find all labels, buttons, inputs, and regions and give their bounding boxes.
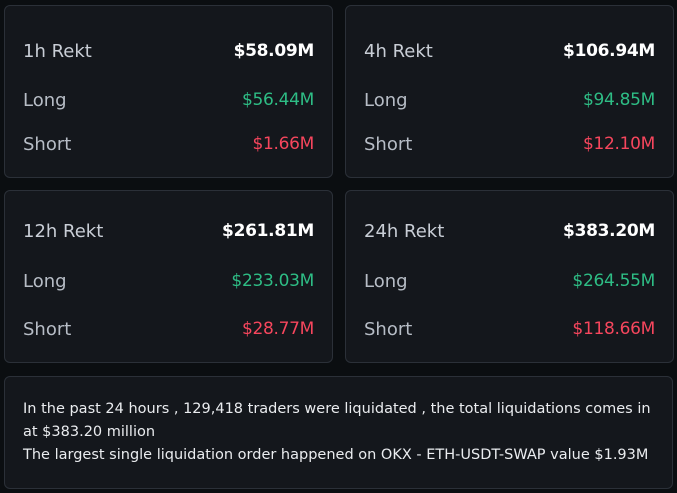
short-label: Short bbox=[23, 318, 72, 340]
total-value: $58.09M bbox=[233, 41, 315, 61]
long-label: Long bbox=[364, 89, 408, 111]
short-value: $118.66M bbox=[572, 319, 655, 339]
long-label: Long bbox=[23, 89, 67, 111]
rekt-card-24h: 24h Rekt $383.20M Long $264.55M Short $1… bbox=[345, 190, 674, 363]
short-value: $12.10M bbox=[582, 134, 655, 154]
long-label: Long bbox=[23, 270, 67, 292]
long-value: $264.55M bbox=[572, 271, 655, 291]
long-value: $56.44M bbox=[241, 90, 314, 110]
long-label: Long bbox=[364, 270, 408, 292]
rekt-card-4h: 4h Rekt $106.94M Long $94.85M Short $12.… bbox=[345, 5, 674, 178]
total-value: $261.81M bbox=[222, 221, 314, 241]
card-title: 12h Rekt bbox=[23, 220, 104, 242]
total-value: $383.20M bbox=[563, 221, 655, 241]
short-label: Short bbox=[23, 133, 72, 155]
card-title: 1h Rekt bbox=[23, 40, 92, 62]
summary-line-2: at $383.20 million bbox=[23, 424, 156, 440]
summary-line-1: In the past 24 hours , 129,418 traders w… bbox=[23, 401, 651, 417]
long-value: $233.03M bbox=[231, 271, 314, 291]
short-label: Short bbox=[364, 318, 413, 340]
long-value: $94.85M bbox=[582, 90, 655, 110]
short-value: $1.66M bbox=[252, 134, 314, 154]
total-value: $106.94M bbox=[563, 41, 655, 61]
short-label: Short bbox=[364, 133, 413, 155]
liquidation-summary: In the past 24 hours , 129,418 traders w… bbox=[4, 376, 673, 489]
summary-line-3: The largest single liquidation order hap… bbox=[23, 447, 649, 463]
short-value: $28.77M bbox=[241, 319, 314, 339]
card-title: 24h Rekt bbox=[364, 220, 445, 242]
rekt-card-12h: 12h Rekt $261.81M Long $233.03M Short $2… bbox=[4, 190, 333, 363]
card-title: 4h Rekt bbox=[364, 40, 433, 62]
rekt-card-1h: 1h Rekt $58.09M Long $56.44M Short $1.66… bbox=[4, 5, 333, 178]
